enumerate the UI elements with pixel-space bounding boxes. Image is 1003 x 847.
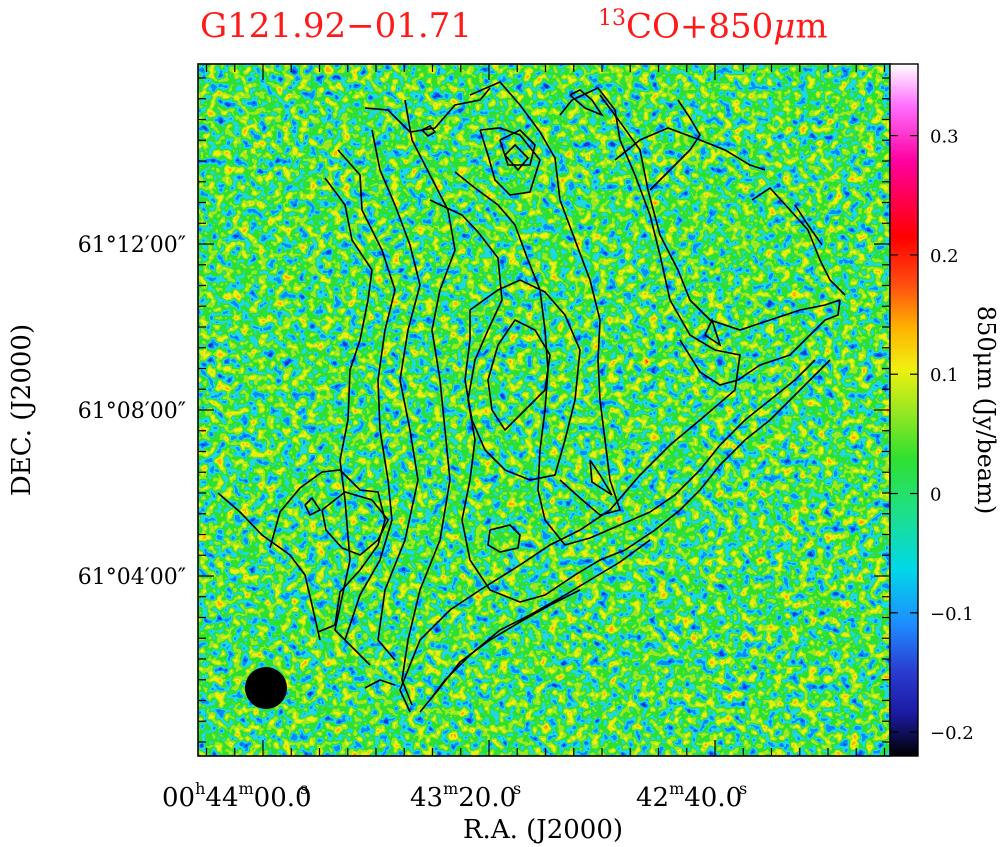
sec-unit-2: s [513, 779, 521, 798]
contour-line [569, 89, 605, 117]
contour-line [589, 459, 613, 496]
contour-line [324, 177, 373, 666]
svg-text:42m40.0: 42m40.0 [636, 779, 742, 813]
contour-line [751, 186, 846, 296]
colorbar-tick-label: 0.1 [930, 365, 959, 386]
colorbar-tick-label: 0 [930, 485, 941, 506]
colorbar [890, 64, 918, 756]
tracer-label: CO+850 [626, 6, 774, 47]
contour-line [269, 469, 386, 633]
contour-line [479, 127, 541, 196]
mu-symbol: μ [773, 6, 796, 47]
contour-line [337, 149, 396, 641]
y-tick-label: 61°04′00″ [78, 565, 186, 590]
beam-marker [245, 667, 287, 709]
isotope-superscript: 13 [598, 6, 626, 31]
svg-text:43m20.0: 43m20.0 [410, 779, 516, 813]
x-tick-label-2: 43m20.0 s [410, 779, 521, 813]
y-tick-label: 61°08′00″ [78, 399, 186, 424]
chart-title-tracer: 13CO+850μm [598, 6, 828, 46]
sec-unit-3: s [739, 779, 747, 798]
co-contours [217, 81, 846, 713]
contour-line [429, 199, 626, 603]
contour-line [679, 299, 841, 386]
x-tick-label-1: 00h44m00.0 s [162, 779, 312, 813]
contour-line [421, 125, 437, 137]
colorbar-tick-label: −0.1 [930, 604, 974, 625]
y-tick-label: 61°12′00″ [78, 233, 186, 258]
colorbar-tick-label: −0.2 [930, 723, 974, 744]
colorbar-frame [889, 63, 919, 757]
chart-title-source: G121.92−01.71 [200, 6, 472, 46]
contour-line [649, 359, 816, 513]
contour-line [487, 318, 551, 432]
y-axis-title: DEC. (J2000) [7, 324, 37, 496]
contour-line [321, 491, 389, 556]
colorbar-title: 850μm (Jy/beam) [972, 306, 1000, 514]
contour-line [649, 99, 701, 191]
sec-unit-1: s [300, 779, 308, 798]
colorbar-tick-label: 0.2 [930, 246, 959, 267]
contour-line [704, 317, 722, 347]
contour-line [614, 127, 766, 171]
contour-line [371, 129, 421, 661]
contour-line [419, 589, 581, 713]
colorbar-ticks: 0.3 0.2 0.1 0 −0.1 −0.2 [890, 127, 974, 744]
contour-line [464, 279, 581, 481]
contour-line [487, 524, 521, 553]
colorbar-tick-label: 0.3 [930, 127, 959, 148]
continuum-map [198, 64, 890, 756]
contour-line [401, 99, 456, 706]
svg-text:00h44m00.0: 00h44m00.0 [162, 779, 312, 813]
contour-line [454, 171, 651, 546]
minor-ticks [198, 64, 890, 756]
x-axis-title: R.A. (J2000) [463, 815, 623, 845]
contour-line [364, 87, 491, 133]
contour-line [217, 492, 321, 641]
contour-line [399, 87, 741, 713]
contour-line [599, 94, 841, 331]
tracer-unit: m [795, 6, 828, 47]
contour-line [364, 679, 396, 689]
contour-line [304, 496, 322, 517]
contour-line [794, 204, 823, 246]
x-tick-label-3: 42m40.0 s [636, 779, 747, 813]
contour-line [499, 129, 536, 166]
contour-line [469, 81, 622, 516]
contour-line [624, 359, 831, 551]
